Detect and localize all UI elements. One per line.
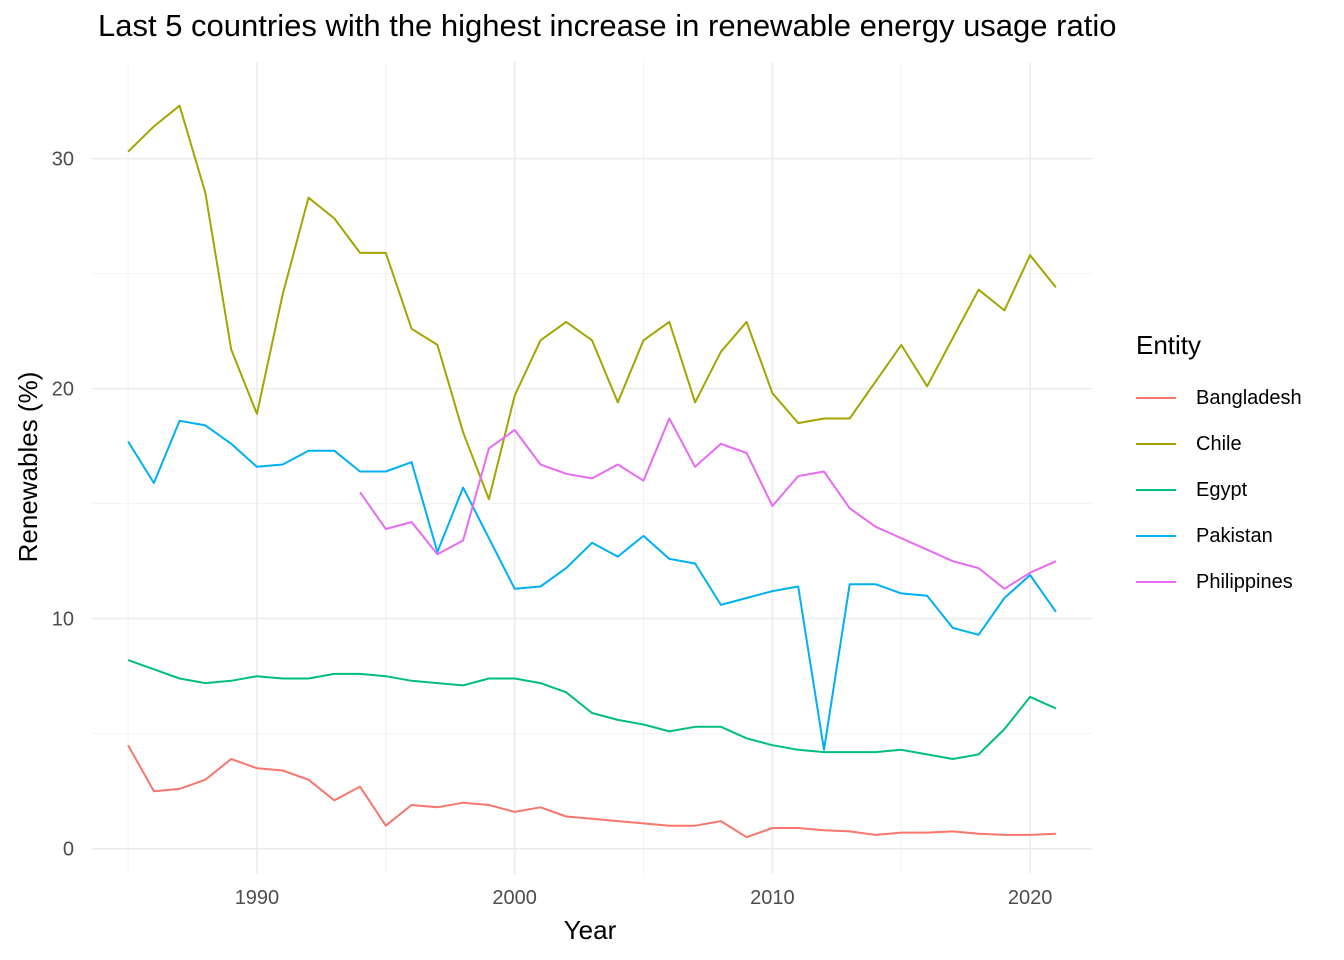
major-gridlines: [92, 62, 1092, 874]
legend-items: Bangladesh Chile Egypt Pakistan Philippines: [1136, 375, 1302, 605]
x-tick-label: 1990: [235, 887, 280, 909]
legend-key-pakistan: [1136, 535, 1176, 537]
legend-label-egypt: Egypt: [1196, 478, 1248, 501]
x-tick-label: 2010: [750, 887, 795, 909]
legend-key-philippines: [1136, 581, 1176, 583]
legend-title: Entity: [1136, 330, 1202, 360]
series-line-chile: [127, 104, 1057, 501]
x-tick-label: 2020: [1008, 887, 1053, 909]
x-tick-label: 2000: [492, 887, 537, 909]
series-line-pakistan: [127, 419, 1057, 751]
y-tick-label: 0: [63, 839, 74, 861]
legend-item-chile: Chile: [1136, 421, 1302, 467]
legend-key-chile: [1136, 443, 1176, 445]
legend: Entity Bangladesh Chile Egypt Pakistan Phili…: [1136, 330, 1302, 605]
series-line-egypt: [127, 659, 1057, 760]
y-axis-title: Renewables (%): [13, 372, 43, 563]
y-tick-label: 10: [52, 609, 74, 631]
y-tick-label: 30: [52, 149, 74, 171]
minor-gridlines: [92, 62, 1092, 874]
legend-item-bangladesh: Bangladesh: [1136, 375, 1302, 421]
y-tick-labels: 0 10 20 30: [52, 149, 74, 861]
x-tick-labels: 1990 2000 2010 2020: [235, 887, 1053, 909]
legend-item-philippines: Philippines: [1136, 559, 1302, 605]
legend-key-bangladesh: [1136, 397, 1176, 399]
x-axis-title: Year: [564, 915, 617, 945]
legend-label-bangladesh: Bangladesh: [1196, 386, 1302, 409]
series-lines: [127, 104, 1057, 839]
series-line-philippines: [359, 417, 1057, 590]
legend-label-philippines: Philippines: [1196, 570, 1293, 593]
y-tick-label: 20: [52, 379, 74, 401]
series-line-bangladesh: [127, 744, 1056, 839]
legend-label-chile: Chile: [1196, 432, 1242, 455]
legend-key-egypt: [1136, 489, 1176, 491]
legend-item-pakistan: Pakistan: [1136, 513, 1302, 559]
chart-title: Last 5 countries with the highest increa…: [98, 8, 1117, 43]
legend-item-egypt: Egypt: [1136, 467, 1302, 513]
legend-label-pakistan: Pakistan: [1196, 524, 1273, 547]
